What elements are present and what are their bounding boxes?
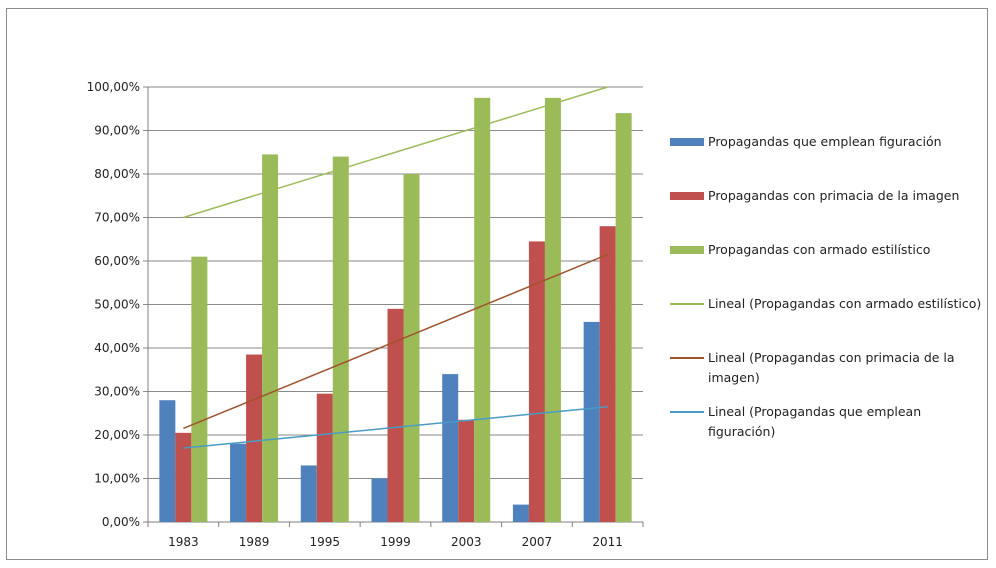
bar	[544, 97, 561, 522]
y-tick-label: 90,00%	[94, 124, 140, 138]
legend-swatch-primacia	[670, 192, 704, 200]
bar	[230, 443, 247, 522]
legend-label-figuracion: Propagandas que emplean figuración	[708, 134, 942, 149]
bar	[442, 374, 459, 522]
bar	[387, 308, 404, 522]
legend-label-primacia: Propagandas con primacia de la imagen	[708, 188, 960, 203]
bar	[512, 504, 529, 522]
bar	[599, 226, 616, 522]
bar	[191, 256, 208, 522]
legend-label-trend-primacia: Lineal (Propagandas con primacia de la i…	[708, 350, 955, 385]
legend-item-primacia: Propagandas con primacia de la imagen	[660, 186, 990, 240]
bar	[316, 393, 333, 522]
y-tick-label: 50,00%	[94, 298, 140, 312]
bar	[175, 432, 192, 522]
bar	[159, 400, 176, 522]
x-tick-label: 2007	[522, 535, 553, 549]
x-tick-label: 1983	[168, 535, 199, 549]
bar	[246, 354, 263, 522]
x-tick-label: 1995	[310, 535, 341, 549]
bar	[474, 97, 491, 522]
legend-label-trend-armado: Lineal (Propagandas con armado estilísti…	[708, 296, 982, 311]
y-tick-label: 40,00%	[94, 341, 140, 355]
legend-item-trend-primacia: Lineal (Propagandas con primacia de la i…	[660, 348, 990, 402]
trendline	[183, 405, 608, 449]
legend-swatch-figuracion	[670, 138, 704, 146]
bar	[332, 156, 349, 522]
y-tick-label: 100,00%	[87, 80, 140, 94]
bar	[262, 154, 279, 523]
bar	[403, 174, 420, 522]
legend-line-trend-figuracion	[670, 411, 704, 413]
x-tick-label: 2003	[451, 535, 482, 549]
chart-legend: Propagandas que emplean figuración Propa…	[660, 132, 990, 456]
bar	[458, 419, 475, 522]
y-tick-label: 10,00%	[94, 472, 140, 486]
trendline	[183, 253, 608, 430]
legend-line-trend-primacia	[670, 357, 704, 359]
bar	[528, 241, 545, 523]
legend-label-armado: Propagandas con armado estilístico	[708, 242, 931, 257]
legend-item-trend-armado: Lineal (Propagandas con armado estilísti…	[660, 294, 990, 348]
trendline	[183, 86, 608, 219]
legend-item-figuracion: Propagandas que emplean figuración	[660, 132, 990, 186]
legend-swatch-armado	[670, 246, 704, 254]
legend-item-trend-figuracion: Lineal (Propagandas que emplean figuraci…	[660, 402, 990, 456]
bar	[615, 113, 632, 522]
legend-item-armado: Propagandas con armado estilístico	[660, 240, 990, 294]
bar	[371, 478, 388, 522]
y-tick-label: 80,00%	[94, 167, 140, 181]
x-tick-label: 2011	[592, 535, 623, 549]
x-tick-label: 1999	[380, 535, 411, 549]
bar	[300, 465, 317, 522]
bar	[583, 321, 600, 522]
legend-label-trend-figuracion: Lineal (Propagandas que emplean figuraci…	[708, 404, 922, 439]
y-tick-label: 20,00%	[94, 428, 140, 442]
y-tick-label: 0,00%	[102, 515, 140, 529]
y-tick-label: 60,00%	[94, 254, 140, 268]
y-tick-label: 70,00%	[94, 211, 140, 225]
legend-line-trend-armado	[670, 303, 704, 305]
y-tick-label: 30,00%	[94, 385, 140, 399]
x-tick-label: 1989	[239, 535, 270, 549]
